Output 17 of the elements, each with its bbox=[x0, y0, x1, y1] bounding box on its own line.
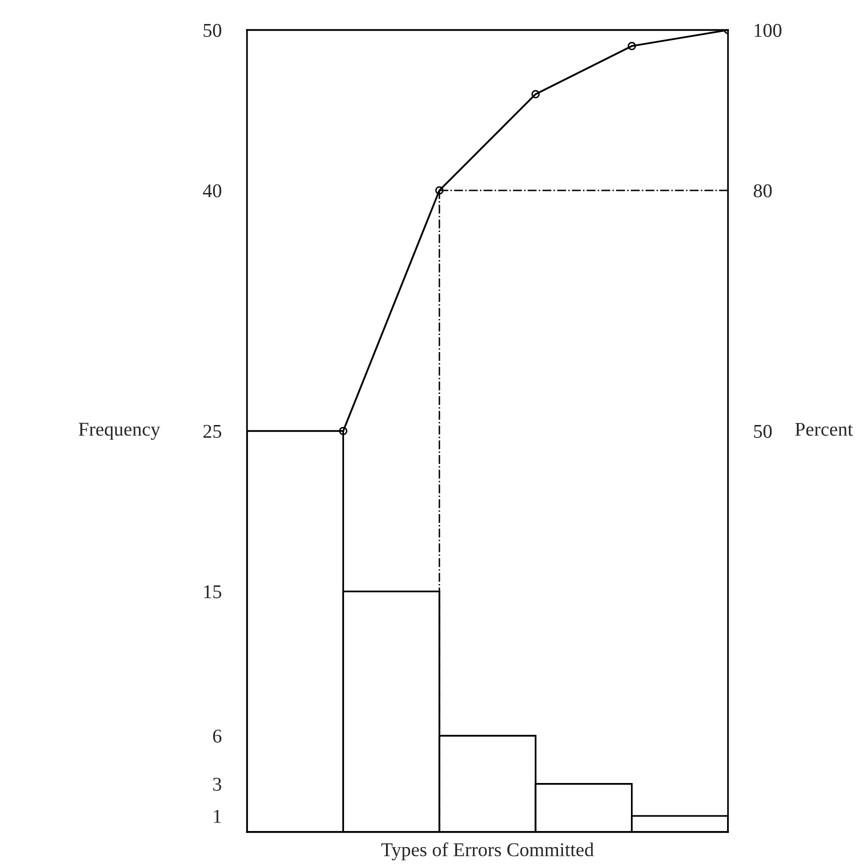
point bbox=[339, 426, 348, 436]
y-tick-label: 50 bbox=[204, 24, 222, 37]
point bbox=[531, 90, 540, 98]
y-axis-title: Frequency bbox=[78, 422, 160, 440]
point bbox=[628, 42, 636, 50]
y-tick-label: 6 bbox=[213, 730, 222, 743]
y2-tick-label: 80 bbox=[754, 184, 772, 198]
y2-axis-title: Percent bbox=[795, 422, 853, 436]
y2-tick-label: 50 bbox=[754, 424, 772, 438]
y-tick-label: 25 bbox=[203, 424, 222, 438]
y-tick-label: 40 bbox=[202, 184, 222, 198]
y-tick-label: 1 bbox=[214, 810, 221, 823]
y2-tick-label: 100 bbox=[754, 24, 782, 37]
y-tick-label: 3 bbox=[213, 778, 222, 791]
y-tick-label: 15 bbox=[204, 585, 222, 598]
point bbox=[435, 186, 444, 195]
x-axis-title: Types of Errors Committed bbox=[381, 842, 594, 860]
